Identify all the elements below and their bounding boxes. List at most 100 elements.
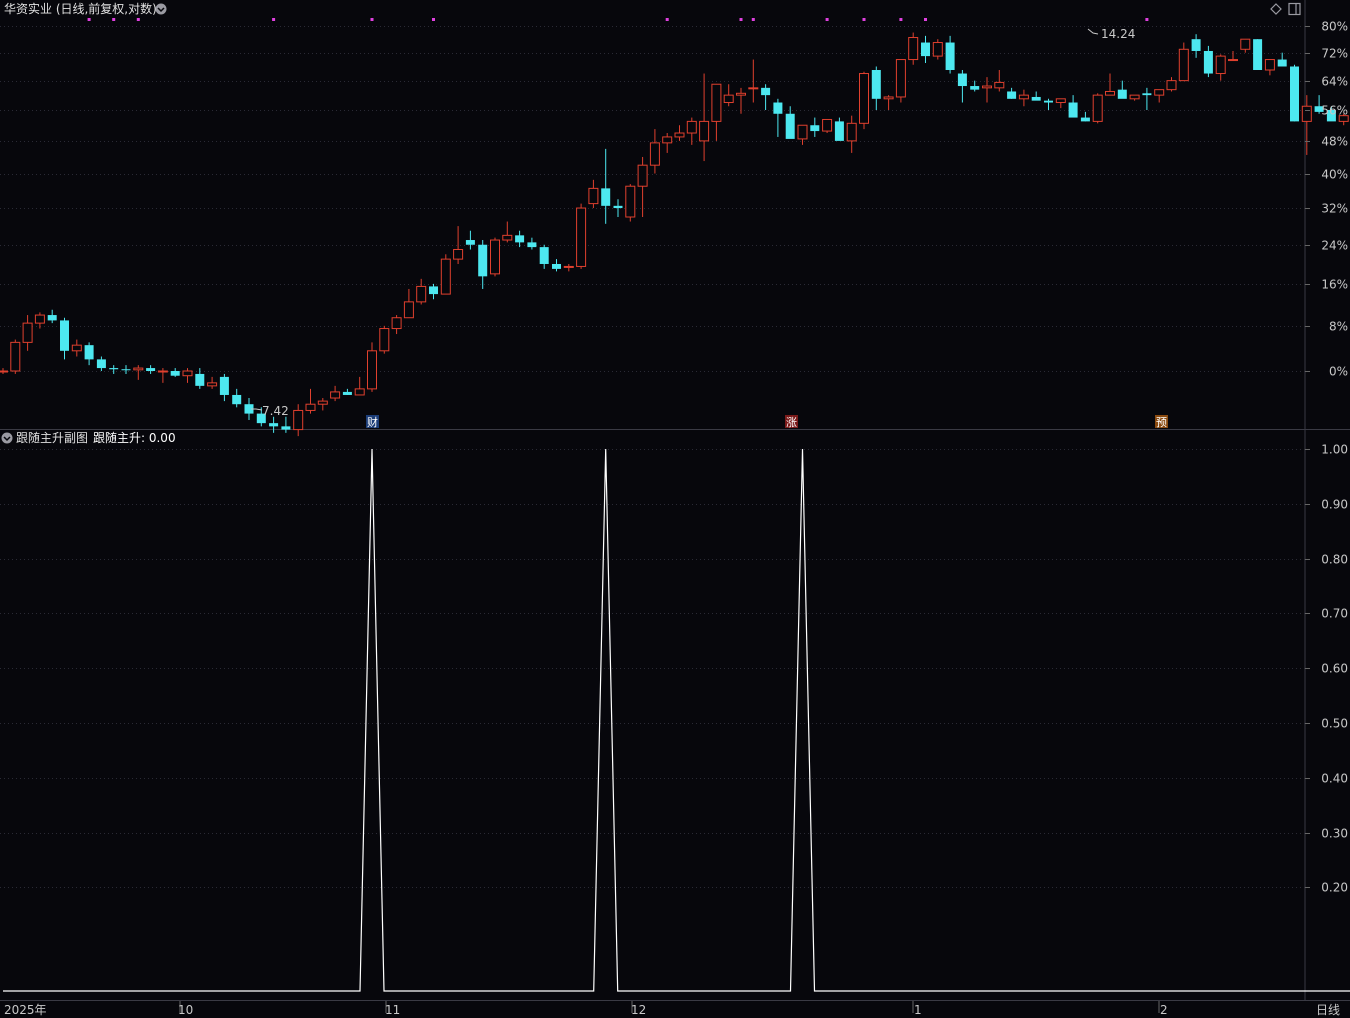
candle xyxy=(317,398,328,411)
main-chart-grid xyxy=(0,26,1305,372)
candle-body-down xyxy=(109,368,119,370)
candle-body-down xyxy=(219,376,229,395)
event-tag-limit-up-label: 涨 xyxy=(786,416,797,429)
candle-body-down xyxy=(478,244,488,277)
candle-body-up xyxy=(133,367,144,371)
candle-body-down xyxy=(269,423,279,427)
candle-body-up xyxy=(723,94,734,104)
candle xyxy=(305,388,316,414)
candle xyxy=(822,118,833,134)
candle xyxy=(478,240,488,289)
event-tag-forecast[interactable]: 预 xyxy=(1155,415,1168,429)
candle-body-up xyxy=(1055,98,1066,104)
candle-body-up xyxy=(846,122,857,142)
candle-body-down xyxy=(195,373,205,386)
candle xyxy=(625,184,636,222)
candle-body-up xyxy=(662,136,673,144)
candle xyxy=(1166,77,1177,92)
event-tag-limit-up[interactable]: 涨 xyxy=(785,415,798,429)
candle xyxy=(490,237,500,277)
candle xyxy=(429,283,438,300)
candle xyxy=(109,365,119,374)
candle xyxy=(1203,45,1213,78)
candle xyxy=(354,376,365,396)
candle xyxy=(932,39,943,60)
candle xyxy=(1240,38,1251,53)
candle xyxy=(1080,111,1090,122)
candle xyxy=(674,125,685,141)
candle-body-up xyxy=(994,81,1005,89)
candle xyxy=(576,203,587,269)
candle xyxy=(662,133,673,153)
candle xyxy=(1007,87,1017,99)
candle-body-up xyxy=(822,118,833,132)
panel-layout-icon[interactable] xyxy=(1288,2,1301,16)
candle-body-up xyxy=(588,187,599,205)
candle xyxy=(994,69,1005,92)
candle-body-down xyxy=(957,73,967,87)
sub-panel-collapse-icon[interactable] xyxy=(1,432,13,444)
price-axis-label: 24% xyxy=(1321,239,1348,253)
candle-body-up xyxy=(1338,115,1349,122)
main-title-dropdown-icon[interactable] xyxy=(155,3,167,15)
candle xyxy=(785,106,795,139)
candle-body-up xyxy=(330,391,341,399)
candle-body-up xyxy=(354,388,365,396)
sub-axis-label: 0.40 xyxy=(1321,772,1348,786)
candle xyxy=(133,365,144,380)
candle-body-down xyxy=(1142,93,1152,96)
signal-dot xyxy=(112,18,116,21)
candle-body-up xyxy=(440,258,451,295)
candle-body-down xyxy=(1044,100,1053,103)
candle-body-up xyxy=(1240,38,1251,50)
period-low-marker: 7.42 xyxy=(251,404,289,418)
candle-body-up xyxy=(797,124,808,140)
candle xyxy=(895,59,906,103)
candle xyxy=(588,179,599,209)
candle xyxy=(367,342,377,392)
candle-body-down xyxy=(761,87,771,96)
candle-body-down xyxy=(47,315,57,321)
follow-rise-signal-line xyxy=(3,448,1350,992)
candle xyxy=(146,365,156,374)
candle-body-down xyxy=(146,368,156,371)
candle-body-up xyxy=(649,142,660,166)
candle-body-down xyxy=(970,86,980,90)
candle xyxy=(71,339,82,357)
candle xyxy=(810,117,820,137)
signal-dot xyxy=(87,18,91,21)
sub-chart-grid xyxy=(0,449,1305,888)
candle-body-up xyxy=(34,314,45,324)
diamond-toggle-icon[interactable] xyxy=(1270,3,1282,15)
time-label-dec: 12 xyxy=(631,1003,646,1017)
candle-body-up xyxy=(576,207,587,267)
candle xyxy=(1228,50,1238,62)
candle xyxy=(1044,98,1053,110)
candle xyxy=(1277,52,1287,67)
signal-dot xyxy=(825,18,829,21)
candle-body-up xyxy=(1105,90,1115,96)
candle-body-up xyxy=(317,400,328,405)
candle xyxy=(1092,93,1103,124)
sub-axis-label: 0.90 xyxy=(1321,498,1348,512)
event-tag-finance[interactable]: 财 xyxy=(366,415,379,429)
sub-axis-label: 0.80 xyxy=(1321,553,1348,567)
candle xyxy=(232,388,242,408)
price-axis-label: 40% xyxy=(1321,168,1348,182)
candle xyxy=(563,263,574,272)
candle-body-down xyxy=(429,286,438,295)
signal-dot xyxy=(751,18,755,21)
candle-body-down xyxy=(60,320,69,351)
candle xyxy=(207,376,218,389)
signal-dot xyxy=(665,18,669,21)
main-chart-title: 华资实业 (日线,前复权,对数) xyxy=(4,1,157,16)
candle xyxy=(269,416,279,433)
candle-body-down xyxy=(1326,109,1336,122)
price-axis-label: 0% xyxy=(1329,365,1348,379)
period-selector[interactable]: 日线 xyxy=(1316,1003,1340,1017)
signal-dot xyxy=(432,18,435,21)
candle xyxy=(1338,113,1349,126)
time-label-oct: 10 xyxy=(178,1003,193,1017)
candle-body-up xyxy=(637,164,648,187)
candle xyxy=(723,84,734,107)
